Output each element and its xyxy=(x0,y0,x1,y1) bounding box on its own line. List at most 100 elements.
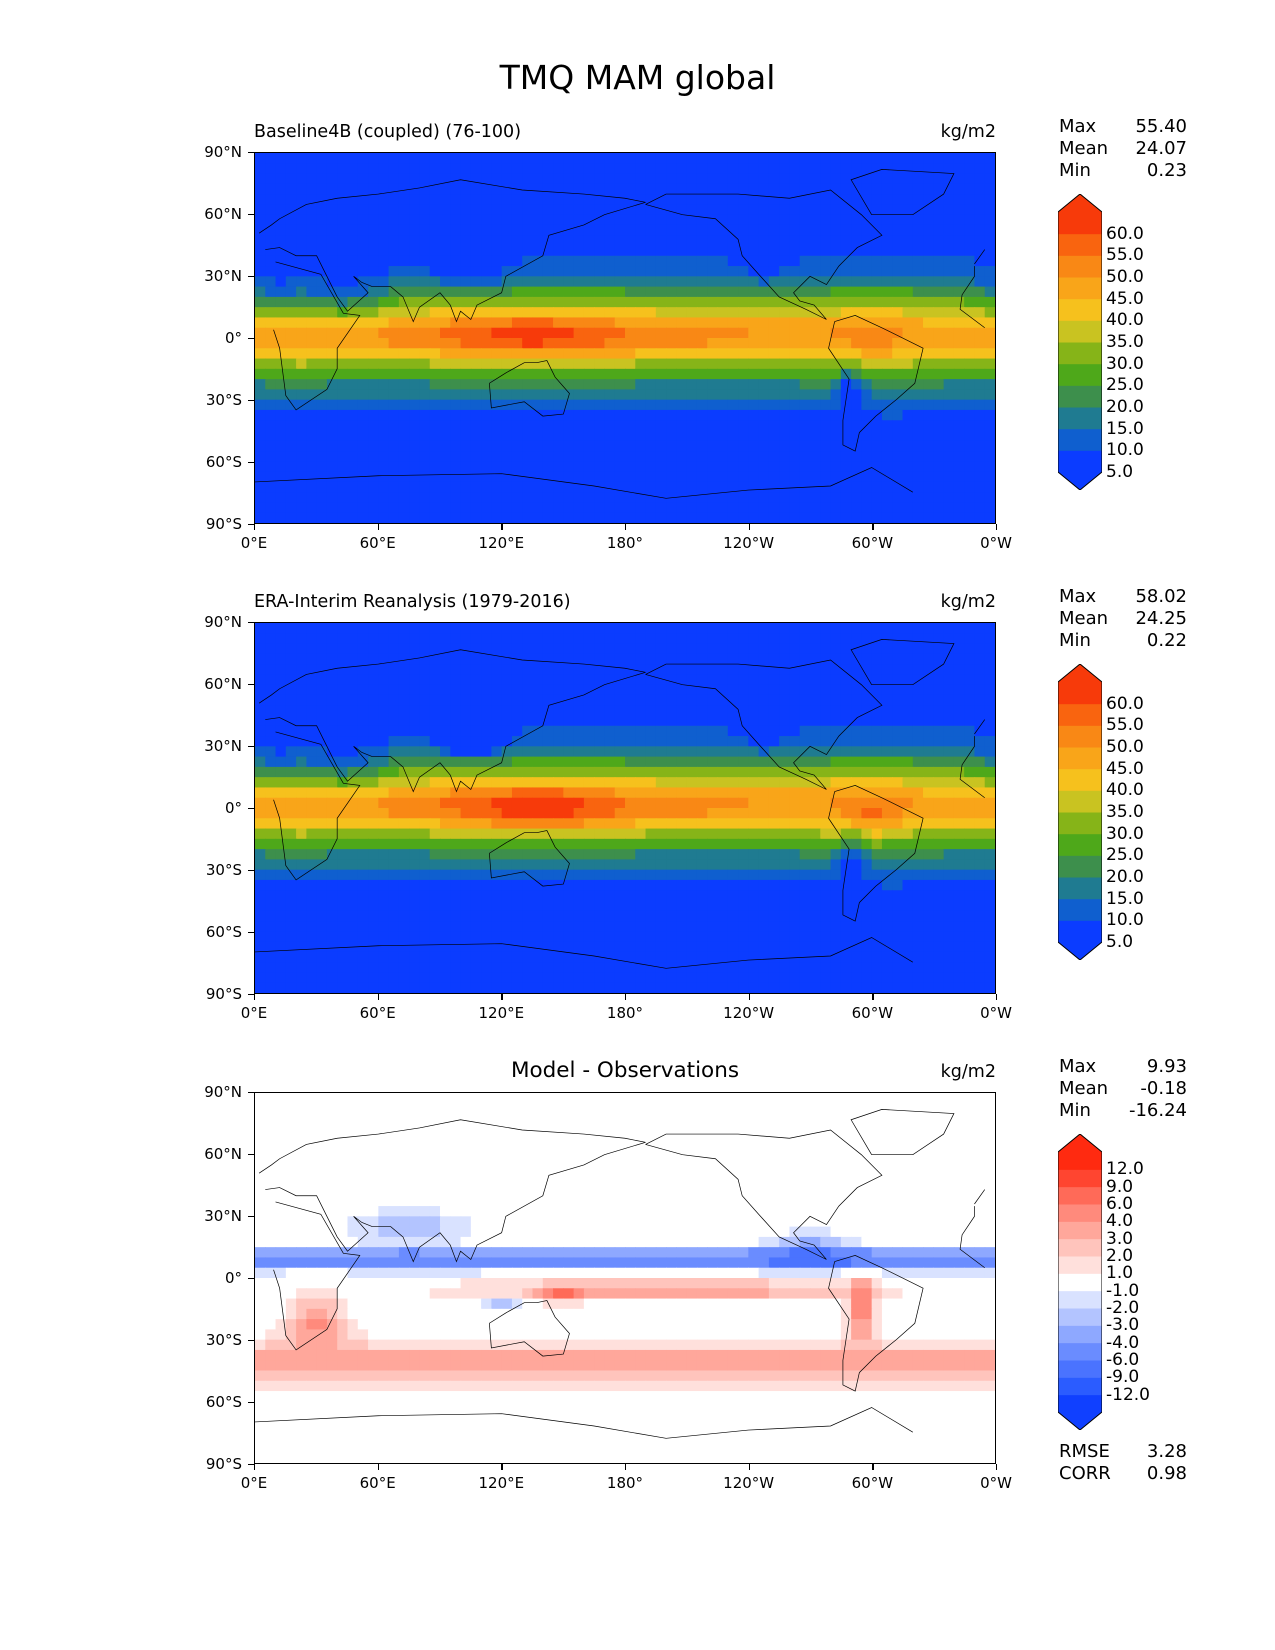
field-cell xyxy=(306,869,318,881)
field-cell xyxy=(522,399,534,411)
field-cell xyxy=(635,890,647,902)
field-cell xyxy=(419,705,431,717)
field-cell xyxy=(388,951,400,963)
field-cell xyxy=(768,797,780,809)
field-cell xyxy=(974,194,986,205)
field-cell xyxy=(758,368,770,380)
field-cell xyxy=(285,725,297,737)
field-cell xyxy=(799,286,811,298)
field-cell xyxy=(398,777,410,789)
field-cell xyxy=(707,224,719,236)
field-cell xyxy=(604,266,616,277)
field-cell xyxy=(717,879,729,891)
field-cell xyxy=(923,746,934,758)
field-cell xyxy=(542,787,554,799)
field-cell xyxy=(265,399,277,411)
field-cell xyxy=(871,931,883,943)
field-cell xyxy=(738,420,749,432)
field-cell xyxy=(912,787,924,799)
field-cell xyxy=(635,276,647,288)
field-cell xyxy=(285,266,297,277)
field-cell xyxy=(840,736,852,747)
field-cell xyxy=(440,931,451,943)
field-cell xyxy=(820,358,832,370)
field-cell xyxy=(676,910,688,922)
field-cell xyxy=(583,746,595,758)
field-cell xyxy=(511,471,523,483)
field-cell xyxy=(296,859,307,871)
field-cell xyxy=(573,451,585,462)
field-cell xyxy=(974,255,986,267)
field-cell xyxy=(953,327,965,339)
field-cell xyxy=(686,430,698,442)
field-cell xyxy=(450,910,462,922)
field-cell xyxy=(799,818,811,830)
field-cell xyxy=(830,787,842,799)
field-cell xyxy=(522,653,534,665)
field-cell xyxy=(285,204,297,216)
field-cell xyxy=(727,664,739,675)
field-cell xyxy=(388,725,400,737)
field-cell xyxy=(470,348,482,360)
field-cell xyxy=(861,266,873,277)
field-cell xyxy=(892,451,904,462)
field-cell xyxy=(604,276,616,288)
field-cell xyxy=(409,307,421,319)
field-cell xyxy=(738,623,749,634)
field-cell xyxy=(953,317,965,329)
field-cell xyxy=(275,194,287,205)
field-cell xyxy=(840,869,852,881)
field-cell xyxy=(779,890,791,902)
field-cell xyxy=(974,481,986,493)
field-cell xyxy=(933,808,945,819)
field-cell xyxy=(275,338,287,349)
field-cell xyxy=(604,623,616,634)
field-cell xyxy=(964,941,976,953)
field-cell xyxy=(542,643,554,655)
field-cell xyxy=(748,879,760,891)
field-cell xyxy=(306,286,318,298)
field-cell xyxy=(738,859,749,871)
field-cell xyxy=(789,941,801,953)
field-cell xyxy=(573,808,585,819)
field-cell xyxy=(388,787,400,799)
field-cell xyxy=(686,694,698,706)
field-cell xyxy=(296,808,307,819)
field-cell xyxy=(275,286,287,298)
field-cell xyxy=(645,777,657,789)
field-cell xyxy=(604,296,616,308)
field-cell xyxy=(542,183,554,195)
field-cell xyxy=(614,766,626,778)
field-cell xyxy=(717,502,729,514)
field-cell xyxy=(768,869,780,881)
field-cell xyxy=(738,245,749,257)
field-cell xyxy=(285,869,297,881)
field-cell xyxy=(820,173,832,185)
field-cell xyxy=(964,358,976,370)
field-cell xyxy=(265,705,277,717)
field-cell xyxy=(727,163,739,175)
field-cell xyxy=(326,204,338,216)
field-cell xyxy=(625,694,636,706)
field-cell xyxy=(696,358,708,370)
field-cell xyxy=(676,664,688,675)
field-cell xyxy=(707,787,719,799)
field-cell xyxy=(491,420,503,432)
field-cell xyxy=(306,684,318,696)
field-cell xyxy=(933,461,945,473)
field-cell xyxy=(861,746,873,758)
field-cell xyxy=(789,879,801,891)
field-cell xyxy=(943,348,955,360)
field-cell xyxy=(337,389,349,401)
field-cell xyxy=(542,512,554,523)
field-cell xyxy=(419,879,431,891)
field-cell xyxy=(255,746,266,758)
field-cell xyxy=(738,694,749,706)
field-cell xyxy=(974,643,986,655)
field-cell xyxy=(779,255,791,267)
field-cell xyxy=(357,224,369,236)
field-cell xyxy=(655,235,667,247)
field-cell xyxy=(840,643,852,655)
field-cell xyxy=(316,368,328,380)
field-cell xyxy=(450,664,462,675)
